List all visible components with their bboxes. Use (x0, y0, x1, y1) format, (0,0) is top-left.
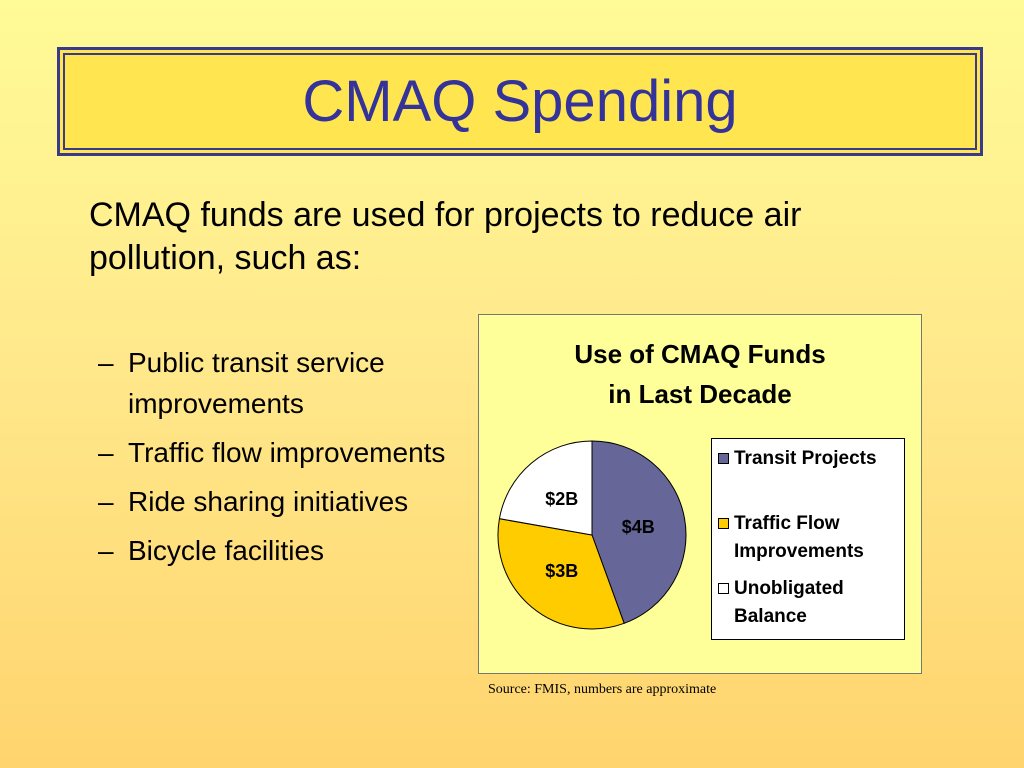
source-note: Source: FMIS, numbers are approximate (488, 682, 717, 697)
slide-title: CMAQ Spending (302, 69, 738, 134)
bullet-item: – Traffic flow improvements (98, 432, 468, 473)
legend-label: Traffic Flow Improvements (734, 513, 864, 562)
bullet-text: Public transit service improvements (128, 347, 385, 419)
bullet-dash: – (98, 535, 114, 566)
pie-slice-transit (591, 440, 687, 624)
bullet-item: – Ride sharing initiatives (98, 481, 468, 522)
bullet-text: Traffic flow improvements (128, 437, 446, 468)
pie-slice-unobligated (498, 440, 593, 536)
bullet-list: – Public transit service improvements – Tr… (98, 342, 468, 579)
legend-swatch (718, 518, 729, 529)
chart-legend: Transit Projects Traffic Flow Improvement… (711, 438, 905, 640)
pie-data-label: $4B (622, 517, 655, 537)
bullet-dash: – (98, 437, 114, 468)
pie-data-label: $2B (545, 489, 578, 509)
bullet-item: – Bicycle facilities (98, 530, 468, 571)
pie-chart: Use of CMAQ Funds in Last Decade $4B $3B $… (478, 314, 922, 674)
chart-title-line-2: in Last Decade (608, 379, 792, 409)
pie-data-label: $3B (545, 561, 578, 581)
bullet-dash: – (98, 347, 114, 378)
intro-text: CMAQ funds are used for projects to redu… (89, 196, 802, 277)
bullet-dash: – (98, 486, 114, 517)
bullet-text: Bicycle facilities (128, 535, 325, 566)
bullet-item: – Public transit service improvements (98, 342, 468, 424)
legend-label: Transit Projects (734, 448, 877, 469)
legend-label: Unobligated Balance (734, 578, 844, 627)
title-banner: CMAQ Spending (57, 47, 983, 156)
legend-swatch (718, 583, 729, 594)
bullet-text: Ride sharing initiatives (128, 486, 409, 517)
pie-svg: $4B $3B $2B (497, 440, 687, 630)
legend-swatch (718, 453, 729, 464)
pie-slice-traffic-flow (497, 518, 625, 630)
chart-title-line-1: Use of CMAQ Funds (574, 339, 826, 369)
